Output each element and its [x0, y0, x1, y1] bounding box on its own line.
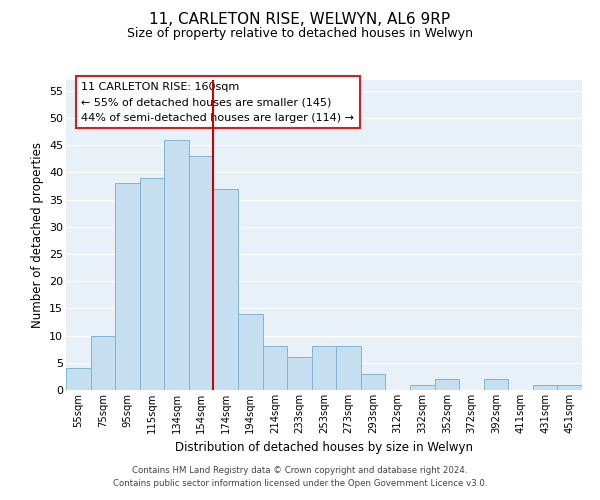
Bar [66, 368, 91, 390]
Text: 11 CARLETON RISE: 160sqm
← 55% of detached houses are smaller (145)
44% of semi-: 11 CARLETON RISE: 160sqm ← 55% of detach… [82, 82, 355, 122]
Bar [238, 314, 263, 390]
Bar [189, 156, 214, 390]
Bar [115, 184, 140, 390]
Bar [287, 358, 312, 390]
Bar [214, 189, 238, 390]
Bar [91, 336, 115, 390]
Bar [263, 346, 287, 390]
X-axis label: Distribution of detached houses by size in Welwyn: Distribution of detached houses by size … [175, 442, 473, 454]
Text: 11, CARLETON RISE, WELWYN, AL6 9RP: 11, CARLETON RISE, WELWYN, AL6 9RP [149, 12, 451, 28]
Bar [484, 379, 508, 390]
Bar [312, 346, 336, 390]
Bar [164, 140, 189, 390]
Bar [533, 384, 557, 390]
Bar [140, 178, 164, 390]
Y-axis label: Number of detached properties: Number of detached properties [31, 142, 44, 328]
Bar [434, 379, 459, 390]
Bar [410, 384, 434, 390]
Text: Size of property relative to detached houses in Welwyn: Size of property relative to detached ho… [127, 28, 473, 40]
Bar [336, 346, 361, 390]
Bar [557, 384, 582, 390]
Bar [361, 374, 385, 390]
Text: Contains HM Land Registry data © Crown copyright and database right 2024.
Contai: Contains HM Land Registry data © Crown c… [113, 466, 487, 487]
